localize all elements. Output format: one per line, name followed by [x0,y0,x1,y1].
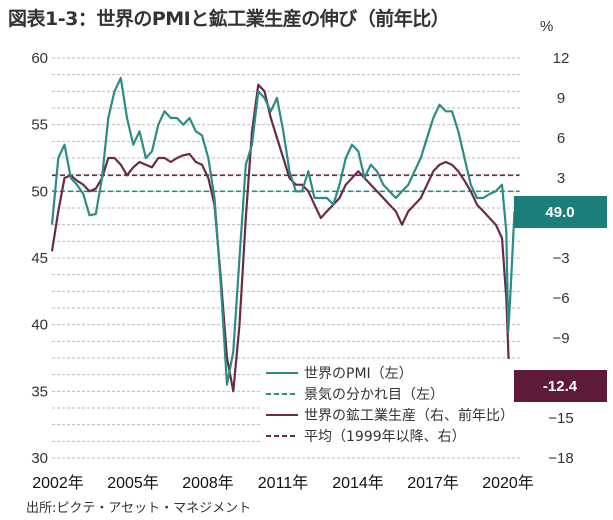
chart: 60 55 50 45 40 35 30 12 9 6 3 −3 −6 −9 −15 −18 % 2002年… [31,18,607,492]
callout-label: -12.4 [543,378,578,395]
right-tick-label: −6 [552,290,569,307]
right-tick-label: 3 [557,170,565,187]
right-tick-label: 6 [557,130,565,147]
legend-box [260,359,522,449]
x-tick-label: 2008年 [182,474,234,492]
x-tick-label: 2002年 [32,474,84,492]
right-tick-label: −9 [552,330,569,347]
callout-box [514,196,607,228]
legend-label: 景気の分かれ目（左） [304,387,444,403]
x-tick-label: 2020年 [482,474,534,492]
page-title: 図表1-3：世界のPMIと鉱工業生産の伸び（前年比） [8,8,450,30]
callout-box [514,370,607,402]
right-tick-label: −18 [548,450,573,467]
callout-label: 49.0 [545,204,574,221]
callouts: 49.0 -12.4 [514,196,607,402]
left-tick-label: 55 [31,117,48,134]
left-axis: 60 55 50 45 40 35 30 [31,50,48,467]
right-tick-label: −15 [548,410,573,427]
right-axis-unit: % [540,18,553,35]
legend: 世界のPMI（左） 景気の分かれ目（左） 世界の鉱工業生産（右、前年比） 平均（199… [260,359,522,449]
source-note: 出所:ピクテ・アセット・マネジメント [26,501,252,516]
x-tick-label: 2014年 [332,474,384,492]
x-tick-label: 2005年 [107,474,159,492]
left-tick-label: 50 [31,183,48,200]
right-tick-label: 9 [557,90,565,107]
right-axis: 12 9 6 3 −3 −6 −9 −15 −18 [548,50,573,467]
right-tick-label: 12 [553,50,570,67]
left-tick-label: 30 [31,450,48,467]
x-tick-label: 2011年 [258,474,308,492]
left-tick-label: 35 [31,383,48,400]
left-tick-label: 60 [31,50,48,67]
x-tick-label: 2017年 [407,474,459,492]
pmi-line [50,76,521,386]
legend-label: 世界の鉱工業生産（右、前年比） [304,407,514,424]
x-axis: 2002年 2005年 2008年 2011年 2014年 2017年 2020年 [32,474,534,492]
right-tick-label: −3 [552,250,569,267]
left-tick-label: 45 [31,250,48,267]
series-lines [50,76,521,400]
left-tick-label: 40 [31,317,48,334]
legend-label: 世界のPMI（左） [304,366,413,382]
legend-label: 平均（1999年以降、右） [304,429,466,445]
